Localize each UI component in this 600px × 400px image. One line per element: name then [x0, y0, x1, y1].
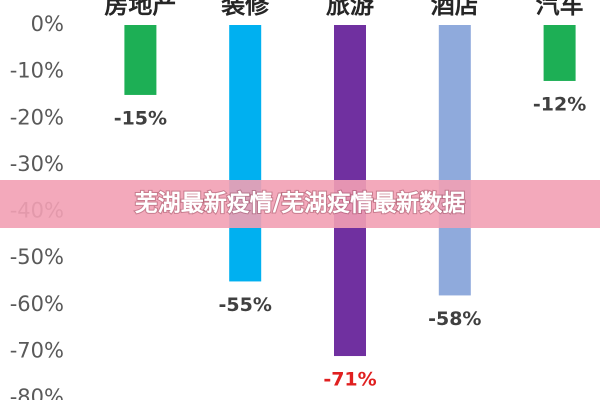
y-tick-label: -30%: [10, 152, 64, 176]
x-tick-label: 装修: [221, 0, 270, 19]
y-tick-label: -50%: [10, 245, 64, 269]
banner-band: [0, 180, 600, 228]
x-tick-label: 汽车: [536, 0, 584, 19]
bar: [543, 25, 576, 81]
y-tick-label: -70%: [10, 338, 64, 362]
value-label: -71%: [323, 369, 376, 391]
bar: [124, 25, 157, 95]
x-tick-label: 旅游: [326, 0, 374, 19]
y-tick-label: -20%: [10, 105, 64, 129]
x-tick-label: 房地产: [104, 0, 176, 19]
value-label: -12%: [533, 93, 586, 115]
banner-title: 芜湖最新疫情/芜湖疫情最新数据: [135, 190, 465, 217]
value-label: -15%: [114, 107, 167, 129]
value-label: -55%: [219, 294, 272, 316]
y-tick-label: -60%: [10, 292, 64, 316]
y-tick-label: -80%: [10, 385, 64, 400]
bar: [438, 25, 471, 296]
bar: [229, 25, 262, 282]
y-tick-label: -10%: [10, 59, 64, 83]
y-tick-label: 0%: [31, 12, 64, 36]
x-tick-label: 酒店: [431, 0, 479, 19]
value-label: -58%: [428, 308, 481, 330]
